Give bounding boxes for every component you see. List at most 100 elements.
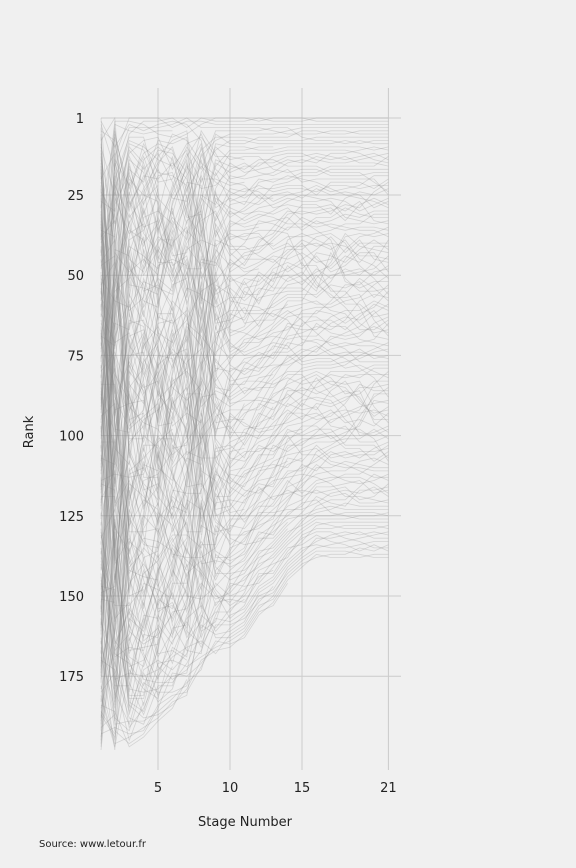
rider-rank-line (100, 483, 159, 581)
rider-rank-line (100, 248, 389, 523)
rider-rank-line (100, 217, 389, 668)
rider-rank-line (100, 245, 303, 629)
rider-rank-line (100, 438, 288, 559)
rider-rank-line (100, 153, 389, 308)
rider-rank-line (100, 155, 389, 398)
rider-rank-line (100, 547, 188, 728)
rider-rank-line (100, 515, 389, 718)
rider-rank-line (100, 226, 259, 661)
rider-rank-line (100, 454, 389, 715)
rider-rank-line (100, 146, 274, 359)
rider-rank-line (100, 306, 389, 597)
rider-rank-line (100, 531, 389, 732)
rider-rank-line (100, 428, 389, 681)
rider-rank-line (100, 521, 389, 709)
rider-lines (100, 116, 389, 751)
rider-rank-line (100, 251, 389, 722)
y-tick-label: 50 (67, 269, 84, 284)
rider-rank-line (100, 374, 389, 751)
rider-rank-line (100, 255, 389, 420)
rider-rank-line (100, 198, 389, 699)
rider-rank-line (100, 486, 130, 680)
rider-rank-line (100, 156, 144, 597)
rider-rank-line (100, 472, 389, 741)
rider-rank-line (100, 151, 389, 417)
rider-rank-line (100, 233, 389, 668)
rider-rank-line (100, 373, 389, 581)
rider-rank-line (100, 239, 389, 654)
rider-rank-line (100, 476, 389, 736)
rider-rank-line (100, 127, 389, 452)
rider-rank-line (100, 425, 288, 699)
rider-rank-line (100, 137, 389, 593)
source-note: Source: www.letour.fr (39, 839, 147, 850)
rider-rank-line (100, 156, 389, 635)
rider-rank-line (100, 162, 202, 536)
rider-rank-line (100, 525, 389, 713)
rider-rank-line (100, 387, 144, 526)
rider-rank-line (100, 124, 389, 270)
rider-rank-line (100, 162, 389, 423)
rider-rank-line (100, 136, 389, 394)
rider-rank-line (100, 230, 389, 584)
rider-rank-line (100, 339, 173, 664)
rider-rank-line (100, 528, 173, 702)
rider-rank-line (100, 150, 389, 475)
x-tick-label: 5 (154, 781, 162, 796)
rider-rank-line (100, 278, 260, 622)
rider-rank-line (100, 582, 288, 719)
rider-rank-line (100, 146, 389, 440)
y-tick-label: 175 (59, 670, 84, 685)
rider-rank-line (100, 149, 389, 414)
rider-rank-line (100, 229, 389, 670)
y-tick-label: 25 (67, 189, 84, 204)
rider-rank-line (100, 528, 216, 725)
rider-rank-line (100, 276, 389, 497)
rider-rank-line (100, 531, 389, 745)
rider-rank-line (100, 239, 389, 707)
rider-rank-line (100, 219, 303, 517)
rider-rank-line (100, 390, 245, 594)
rider-rank-line (100, 297, 389, 655)
rider-rank-line (100, 448, 245, 744)
rider-rank-line (100, 120, 389, 209)
rider-rank-line (100, 368, 130, 600)
x-axis-title: Stage Number (198, 815, 293, 830)
rider-rank-line (100, 190, 389, 632)
rider-rank-line (100, 291, 389, 645)
rider-rank-line (100, 445, 274, 614)
rider-rank-line (100, 181, 259, 520)
rider-rank-line (100, 325, 274, 702)
rider-rank-line (100, 360, 389, 635)
rider-rank-line (100, 139, 389, 295)
rider-rank-line (100, 169, 245, 590)
rider-rank-line (101, 284, 389, 645)
rider-rank-line (100, 551, 144, 742)
rider-rank-line (100, 393, 389, 558)
rider-rank-line (100, 553, 389, 735)
rider-rank-line (100, 174, 389, 433)
rider-rank-line (100, 162, 389, 478)
rider-rank-line (100, 396, 389, 658)
rider-rank-line (100, 463, 389, 726)
rider-rank-line (100, 178, 245, 510)
rider-rank-line (100, 334, 216, 722)
rider-rank-line (100, 204, 389, 462)
rider-rank-line (100, 598, 245, 745)
rider-rank-line (100, 137, 231, 296)
rider-rank-line (100, 116, 389, 298)
rider-rank-line (100, 274, 389, 577)
rider-rank-line (100, 196, 389, 382)
rider-rank-line (100, 146, 389, 468)
rider-rank-line (100, 477, 389, 665)
rider-rank-line (100, 223, 288, 629)
rider-rank-line (100, 153, 389, 565)
rider-rank-line (100, 364, 389, 693)
rider-rank-line (100, 162, 389, 350)
rider-rank-line (100, 242, 389, 687)
rider-rank-line (100, 123, 173, 253)
rider-rank-line (100, 136, 389, 401)
rider-rank-line (100, 370, 389, 683)
rider-rank-line (100, 191, 389, 459)
